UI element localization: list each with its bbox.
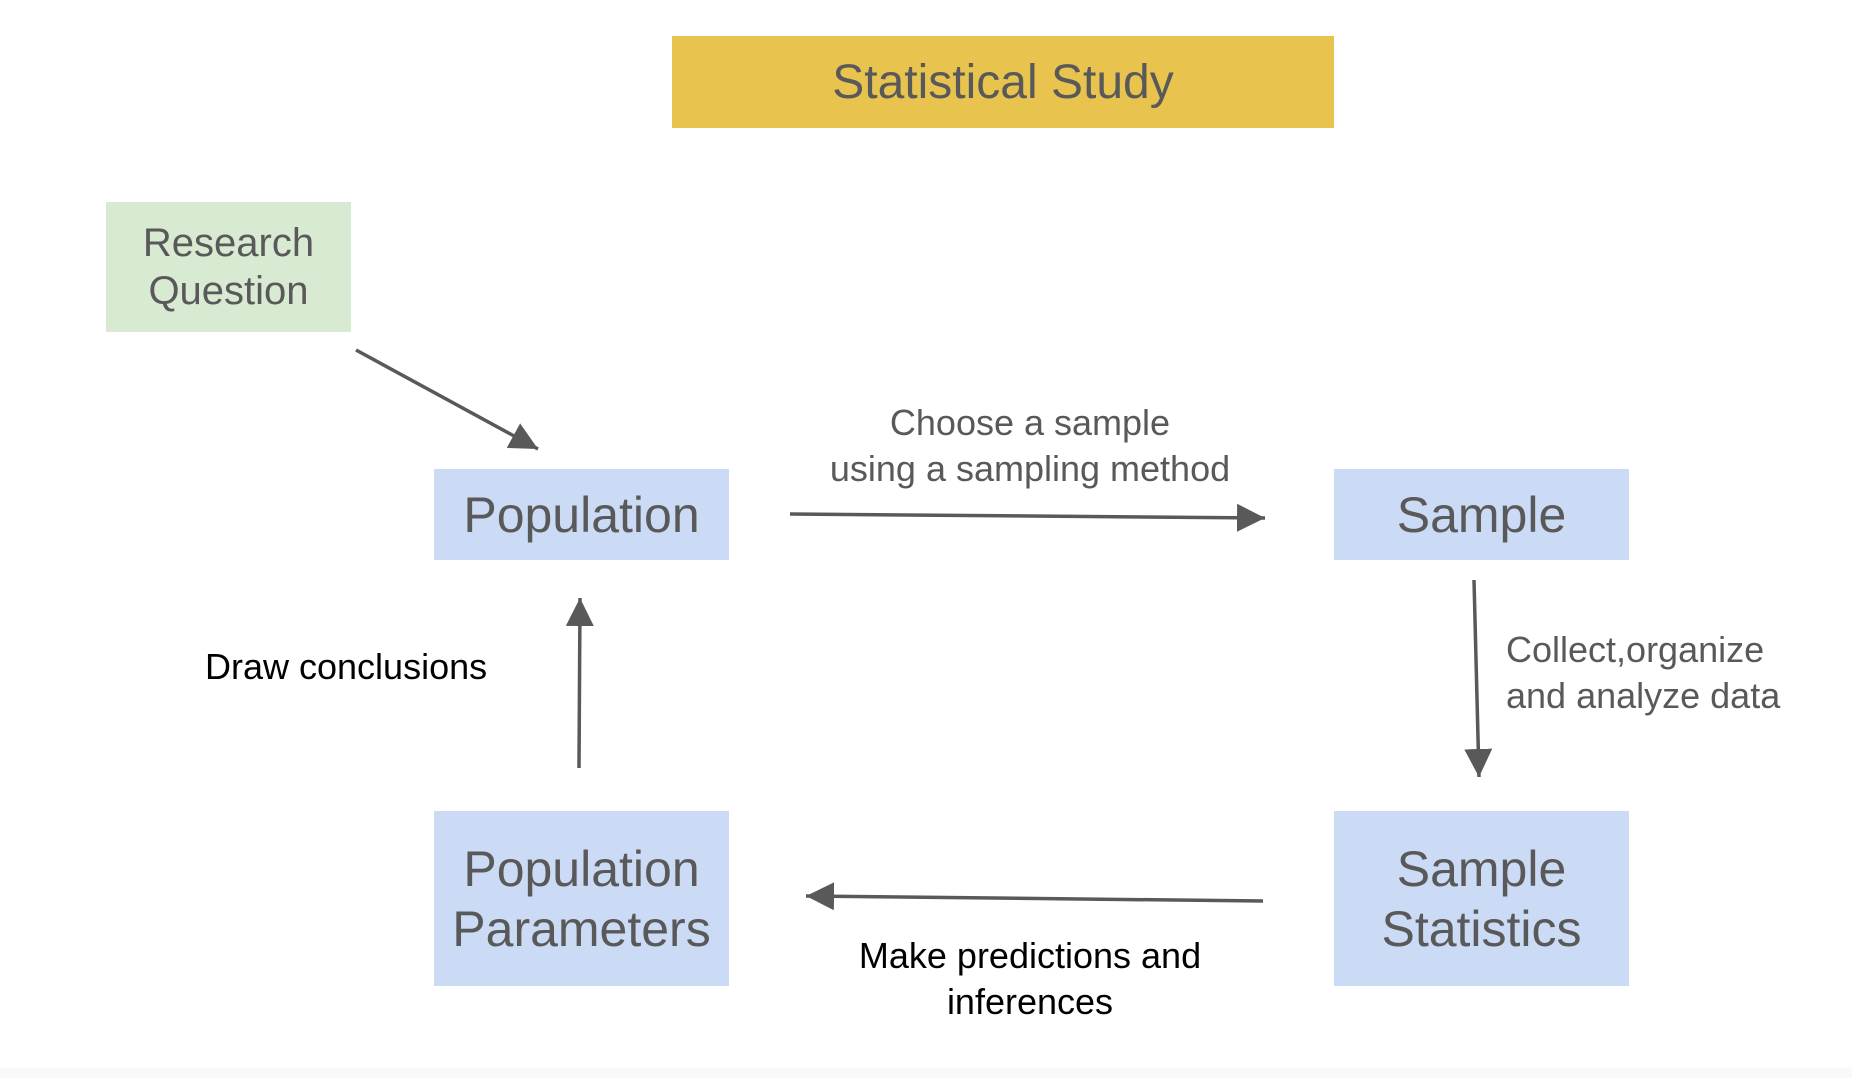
population-parameters-node: Population Parameters: [434, 811, 729, 986]
population-node: Population: [434, 469, 729, 560]
choose-sample-line-1: Choose a sample: [889, 402, 1171, 443]
draw-conclusions-label: Draw conclusions: [205, 644, 487, 690]
collect-data-line-2: and analyze data: [1506, 675, 1781, 716]
predictions-line-1: Make predictions and: [858, 935, 1202, 976]
title-box: Statistical Study: [672, 36, 1334, 128]
research-question-node: Research Question: [106, 202, 351, 332]
sample-statistics-node: Sample Statistics: [1334, 811, 1629, 986]
arrow-statistics-to-parameters: [805, 882, 1264, 911]
arrow-population-to-sample: [789, 503, 1266, 532]
draw-conclusions-text: Draw conclusions: [205, 646, 488, 687]
sample-node: Sample: [1334, 469, 1629, 560]
arrow-parameters-to-population: [565, 597, 594, 769]
collect-data-label: Collect,organize and analyze data: [1506, 627, 1780, 719]
population-parameters-line-1: Population: [463, 840, 700, 897]
bottom-band: [0, 1068, 1852, 1078]
sample-label: Sample: [1396, 486, 1567, 543]
population-label: Population: [463, 486, 700, 543]
arrow-sample-to-statistics: [1464, 579, 1493, 778]
collect-data-line-1: Collect,organize: [1506, 629, 1765, 670]
title-text: Statistical Study: [832, 55, 1174, 109]
arrow-question-to-population: [355, 348, 539, 451]
predictions-label: Make predictions and inferences: [780, 933, 1280, 1025]
choose-sample-line-2: using a sampling method: [829, 448, 1231, 489]
sample-statistics-line-2: Statistics: [1381, 900, 1582, 957]
predictions-line-2: inferences: [946, 981, 1114, 1022]
sample-statistics-line-1: Sample: [1396, 840, 1567, 897]
choose-sample-label: Choose a sample using a sampling method: [780, 400, 1280, 492]
research-question-line-2: Question: [148, 269, 309, 313]
population-parameters-line-2: Parameters: [452, 900, 711, 957]
research-question-line-1: Research: [142, 221, 315, 265]
